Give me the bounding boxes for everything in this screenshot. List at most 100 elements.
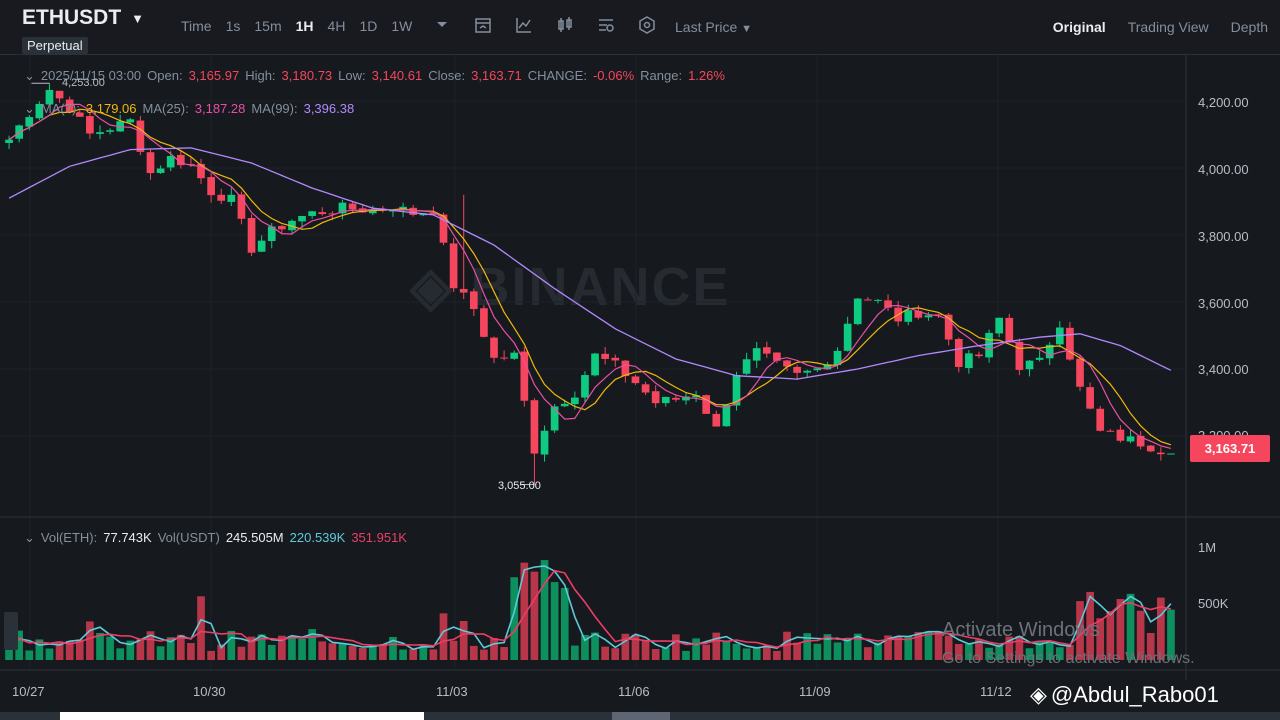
volume-bar (197, 596, 205, 660)
volume-bar (217, 644, 226, 660)
candle-body (823, 364, 832, 370)
open-label: Open: (147, 68, 183, 83)
candle-body (197, 163, 205, 179)
volume-bar (560, 587, 569, 660)
collapse-chevron-icon[interactable]: ⌄ (24, 530, 35, 545)
view-trading-view[interactable]: Trading View (1127, 19, 1209, 35)
interval-1s[interactable]: 1s (225, 18, 241, 34)
volume-bar (419, 644, 428, 660)
candle-body (308, 211, 316, 216)
view-depth[interactable]: Depth (1230, 19, 1268, 35)
symbol-name: ETHUSDT (22, 6, 122, 29)
interval-4h[interactable]: 4H (327, 18, 346, 34)
candle-body (348, 203, 357, 210)
volume-bar (368, 645, 377, 660)
candle-body (571, 397, 579, 405)
volume-bar (742, 648, 751, 660)
candle-body (975, 354, 983, 357)
volume-bar (106, 636, 114, 660)
interval-1w[interactable]: 1W (391, 18, 413, 34)
windows-activation-title: Activate Windows (942, 619, 1100, 641)
volume-bar (35, 639, 44, 660)
candle-body (672, 397, 680, 400)
ma7-value: 3,179.06 (85, 101, 137, 116)
volume-bar (308, 629, 316, 660)
volume-bar (651, 649, 660, 660)
volume-bar (429, 649, 438, 660)
ma25-line (8, 103, 1172, 449)
volume-bar (227, 630, 236, 660)
volume-bar (399, 649, 407, 660)
volume-ma-long (8, 569, 1172, 649)
candle-body (985, 332, 993, 358)
volume-bar (1146, 633, 1155, 660)
candle-body (65, 99, 74, 113)
date-tick-1103: 11/03 (436, 684, 468, 699)
ma-info-row: ⌄ MA(7): 3,179.06 MA(25): 3,187.28 MA(99):… (24, 101, 354, 117)
interval-1d[interactable]: 1D (359, 18, 378, 34)
volume-bar (348, 646, 357, 660)
change-value: -0.06% (592, 68, 635, 83)
volume-bar (823, 634, 832, 660)
author-credit: ◈ @Abdul_Rabo01 (1030, 682, 1219, 708)
volume-bar (449, 640, 458, 660)
chevron-down-icon[interactable] (432, 15, 452, 35)
volume-bar (338, 643, 347, 660)
candle-body (884, 300, 892, 308)
caret-down-icon: ▼ (131, 10, 145, 26)
candle-body (217, 194, 226, 201)
price-mode-dropdown[interactable]: Last Price ▼ (675, 19, 752, 35)
volume-bar (156, 646, 165, 660)
candle-body (35, 103, 44, 119)
volume-bar (762, 645, 771, 660)
candle-body (1126, 436, 1135, 442)
volume-bar (257, 634, 266, 660)
volume-bar (116, 648, 125, 660)
price-tick-3400: 3,400.00 (1198, 362, 1249, 377)
candle-body (328, 213, 337, 215)
ma25-value: 3,187.28 (194, 101, 246, 116)
candle-body (742, 359, 751, 374)
candle-body (207, 177, 215, 196)
candle-body (550, 406, 559, 431)
ohlc-info-row: ⌄ 2025/11/15 03:00 Open: 3,165.97 High: 3,… (24, 68, 725, 84)
collapse-chevron-icon[interactable]: ⌄ (24, 68, 35, 83)
interval-time[interactable]: Time (181, 18, 212, 34)
settings-list-icon[interactable] (596, 15, 616, 35)
candle-icon[interactable] (555, 15, 575, 35)
volume-bar (469, 645, 478, 660)
collapse-chevron-icon[interactable]: ⌄ (24, 101, 35, 116)
hexagon-settings-icon[interactable] (637, 15, 657, 35)
vol-ma2-value: 351.951K (351, 530, 407, 545)
volume-bar (833, 642, 842, 660)
volume-bar (1126, 593, 1135, 660)
candle-body (146, 152, 155, 174)
candle-body (187, 163, 195, 165)
candle-body (762, 347, 771, 354)
view-original[interactable]: Original (1052, 19, 1106, 35)
candle-body (490, 337, 498, 358)
volume-bar (1096, 618, 1105, 660)
candle-body (581, 375, 589, 398)
line-chart-icon[interactable] (514, 15, 534, 35)
interval-15m[interactable]: 15m (254, 18, 282, 34)
candle-body (601, 353, 609, 359)
candle-body (257, 240, 266, 252)
interval-1h[interactable]: 1H (295, 18, 314, 34)
contract-type-badge: Perpetual (22, 37, 88, 54)
candle-body (813, 368, 822, 371)
volume-bar (86, 621, 94, 660)
volume-bar (439, 613, 448, 660)
indicator-icon[interactable] (473, 15, 493, 35)
candle-body (86, 116, 94, 134)
candle-body (126, 119, 135, 123)
volume-bar (247, 636, 256, 660)
current-price-tag: 3,163.71 (1190, 435, 1270, 462)
symbol-selector[interactable]: ETHUSDT ▼ (22, 6, 144, 30)
candle-body (722, 405, 731, 427)
volume-bar (773, 650, 781, 660)
volume-ma-short (8, 565, 1172, 651)
volume-bar (530, 571, 539, 660)
volume-bar (25, 650, 34, 660)
